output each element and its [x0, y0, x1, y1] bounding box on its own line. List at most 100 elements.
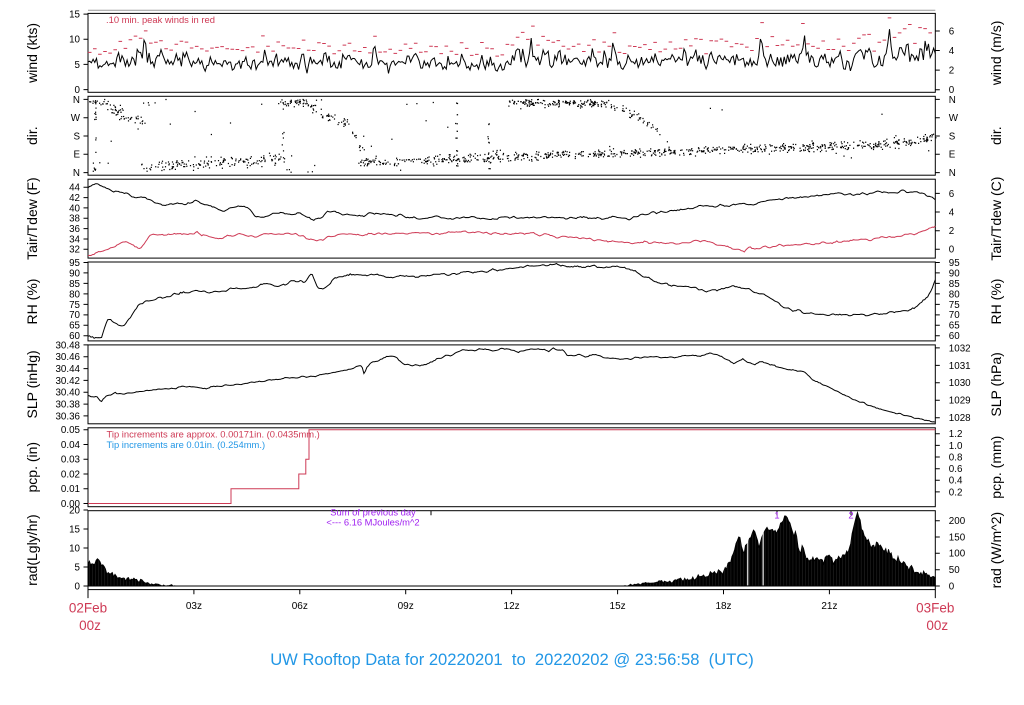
svg-text:5: 5	[75, 562, 81, 573]
svg-text:0.02: 0.02	[61, 469, 80, 480]
svg-text:80: 80	[949, 289, 960, 300]
svg-text:1032: 1032	[949, 343, 971, 354]
svg-text:rad (W/m^2): rad (W/m^2)	[988, 512, 1004, 589]
svg-text:2: 2	[848, 510, 853, 521]
svg-text:06z: 06z	[292, 601, 308, 612]
svg-text:dir.: dir.	[988, 126, 1004, 145]
svg-text:1031: 1031	[949, 361, 971, 372]
svg-text:0: 0	[949, 581, 955, 592]
svg-text:Tip increments are approx. 0.0: Tip increments are approx. 0.00171in. (0…	[107, 429, 320, 440]
svg-text:70: 70	[69, 310, 80, 321]
svg-text:0.2: 0.2	[949, 487, 963, 498]
svg-text:30.42: 30.42	[55, 376, 80, 387]
svg-text:Sum of previous day: Sum of previous day	[330, 507, 416, 518]
svg-text:N: N	[949, 95, 956, 106]
svg-text:30.36: 30.36	[55, 411, 80, 422]
svg-text:E: E	[73, 150, 80, 161]
svg-text:pcp. (mm): pcp. (mm)	[988, 436, 1004, 499]
svg-text:34: 34	[69, 234, 80, 245]
svg-text:65: 65	[69, 321, 80, 332]
svg-text:12z: 12z	[504, 601, 520, 612]
svg-text:0.03: 0.03	[61, 455, 81, 466]
svg-text:1029: 1029	[949, 396, 971, 407]
svg-text:Tair/Tdew (C): Tair/Tdew (C)	[988, 177, 1004, 261]
svg-text:100: 100	[949, 549, 966, 560]
svg-text:30.44: 30.44	[55, 364, 80, 375]
svg-text:S: S	[949, 131, 956, 142]
svg-text:RH (%): RH (%)	[24, 279, 40, 325]
svg-text:E: E	[949, 150, 956, 161]
svg-text:03Feb: 03Feb	[916, 601, 954, 616]
svg-text:09z: 09z	[398, 601, 414, 612]
svg-text:0.4: 0.4	[949, 476, 963, 487]
svg-text:SLP (hPa): SLP (hPa)	[988, 352, 1004, 416]
svg-text:Tair/Tdew (F): Tair/Tdew (F)	[24, 177, 40, 259]
svg-text:15: 15	[69, 524, 80, 535]
svg-text:30.48: 30.48	[55, 340, 80, 351]
svg-text:15: 15	[69, 10, 80, 21]
svg-text:10: 10	[69, 543, 80, 554]
svg-text:36: 36	[69, 224, 80, 235]
svg-text:6: 6	[949, 189, 955, 200]
svg-text:N: N	[73, 168, 80, 179]
svg-text:200: 200	[949, 516, 966, 527]
svg-text:75: 75	[69, 300, 80, 311]
svg-text:1.0: 1.0	[949, 441, 963, 452]
svg-text:65: 65	[949, 321, 960, 332]
svg-text:60: 60	[69, 331, 80, 342]
svg-text:W: W	[71, 113, 81, 124]
svg-text:10: 10	[69, 35, 80, 46]
svg-text:0.00: 0.00	[61, 499, 81, 510]
svg-text:0.6: 0.6	[949, 464, 963, 475]
svg-text:50: 50	[949, 565, 960, 576]
svg-text:5: 5	[75, 60, 81, 71]
svg-text:70: 70	[949, 310, 960, 321]
svg-text:0.01: 0.01	[61, 484, 80, 495]
svg-text:4: 4	[949, 46, 955, 57]
svg-text:SLP (inHg): SLP (inHg)	[24, 350, 40, 418]
svg-text:N: N	[73, 95, 80, 106]
svg-text:21z: 21z	[821, 601, 837, 612]
svg-text:wind (kts): wind (kts)	[24, 23, 40, 84]
svg-text:03z: 03z	[186, 601, 202, 612]
svg-text:2: 2	[949, 226, 954, 237]
svg-text:6: 6	[949, 26, 955, 37]
svg-text:0: 0	[949, 245, 955, 256]
svg-text:RH (%): RH (%)	[988, 279, 1004, 325]
svg-text:80: 80	[69, 289, 80, 300]
svg-text:dir.: dir.	[24, 126, 40, 145]
svg-text:42: 42	[69, 193, 80, 204]
svg-text:44: 44	[69, 183, 80, 194]
svg-text:0: 0	[949, 85, 955, 96]
svg-text:1028: 1028	[949, 413, 971, 424]
svg-text:90: 90	[949, 268, 960, 279]
svg-text:20: 20	[69, 505, 80, 516]
svg-text:60: 60	[949, 331, 960, 342]
svg-text:00z: 00z	[79, 618, 101, 633]
svg-text:90: 90	[69, 268, 80, 279]
svg-text:32: 32	[69, 245, 80, 256]
svg-text:38: 38	[69, 214, 80, 225]
svg-text:wind (m/s): wind (m/s)	[988, 21, 1004, 87]
svg-text:2: 2	[949, 66, 954, 77]
svg-text:1030: 1030	[949, 378, 971, 389]
svg-text:18z: 18z	[715, 601, 731, 612]
svg-text:02Feb: 02Feb	[69, 601, 107, 616]
svg-text:4: 4	[949, 207, 955, 218]
svg-text:.10 min. peak winds in red: .10 min. peak winds in red	[106, 14, 215, 25]
svg-text:Tip increments are 0.01in. (0.: Tip increments are 0.01in. (0.254mm.)	[107, 439, 266, 450]
svg-text:0: 0	[75, 85, 81, 96]
svg-text:40: 40	[69, 203, 80, 214]
svg-text:N: N	[949, 168, 956, 179]
svg-text:0.8: 0.8	[949, 452, 963, 463]
svg-text:1.2: 1.2	[949, 429, 963, 440]
svg-text:85: 85	[949, 279, 960, 290]
svg-text:S: S	[73, 131, 80, 142]
svg-text:0.04: 0.04	[61, 440, 81, 451]
svg-text:75: 75	[949, 300, 960, 311]
svg-text:85: 85	[69, 279, 80, 290]
svg-text:UW Rooftop Data for 20220201: UW Rooftop Data for 20220201 to 20220202…	[270, 650, 754, 669]
svg-text:rad(Lgly/hr): rad(Lgly/hr)	[24, 514, 40, 586]
svg-text:00z: 00z	[926, 618, 948, 633]
svg-text:30.40: 30.40	[55, 388, 80, 399]
